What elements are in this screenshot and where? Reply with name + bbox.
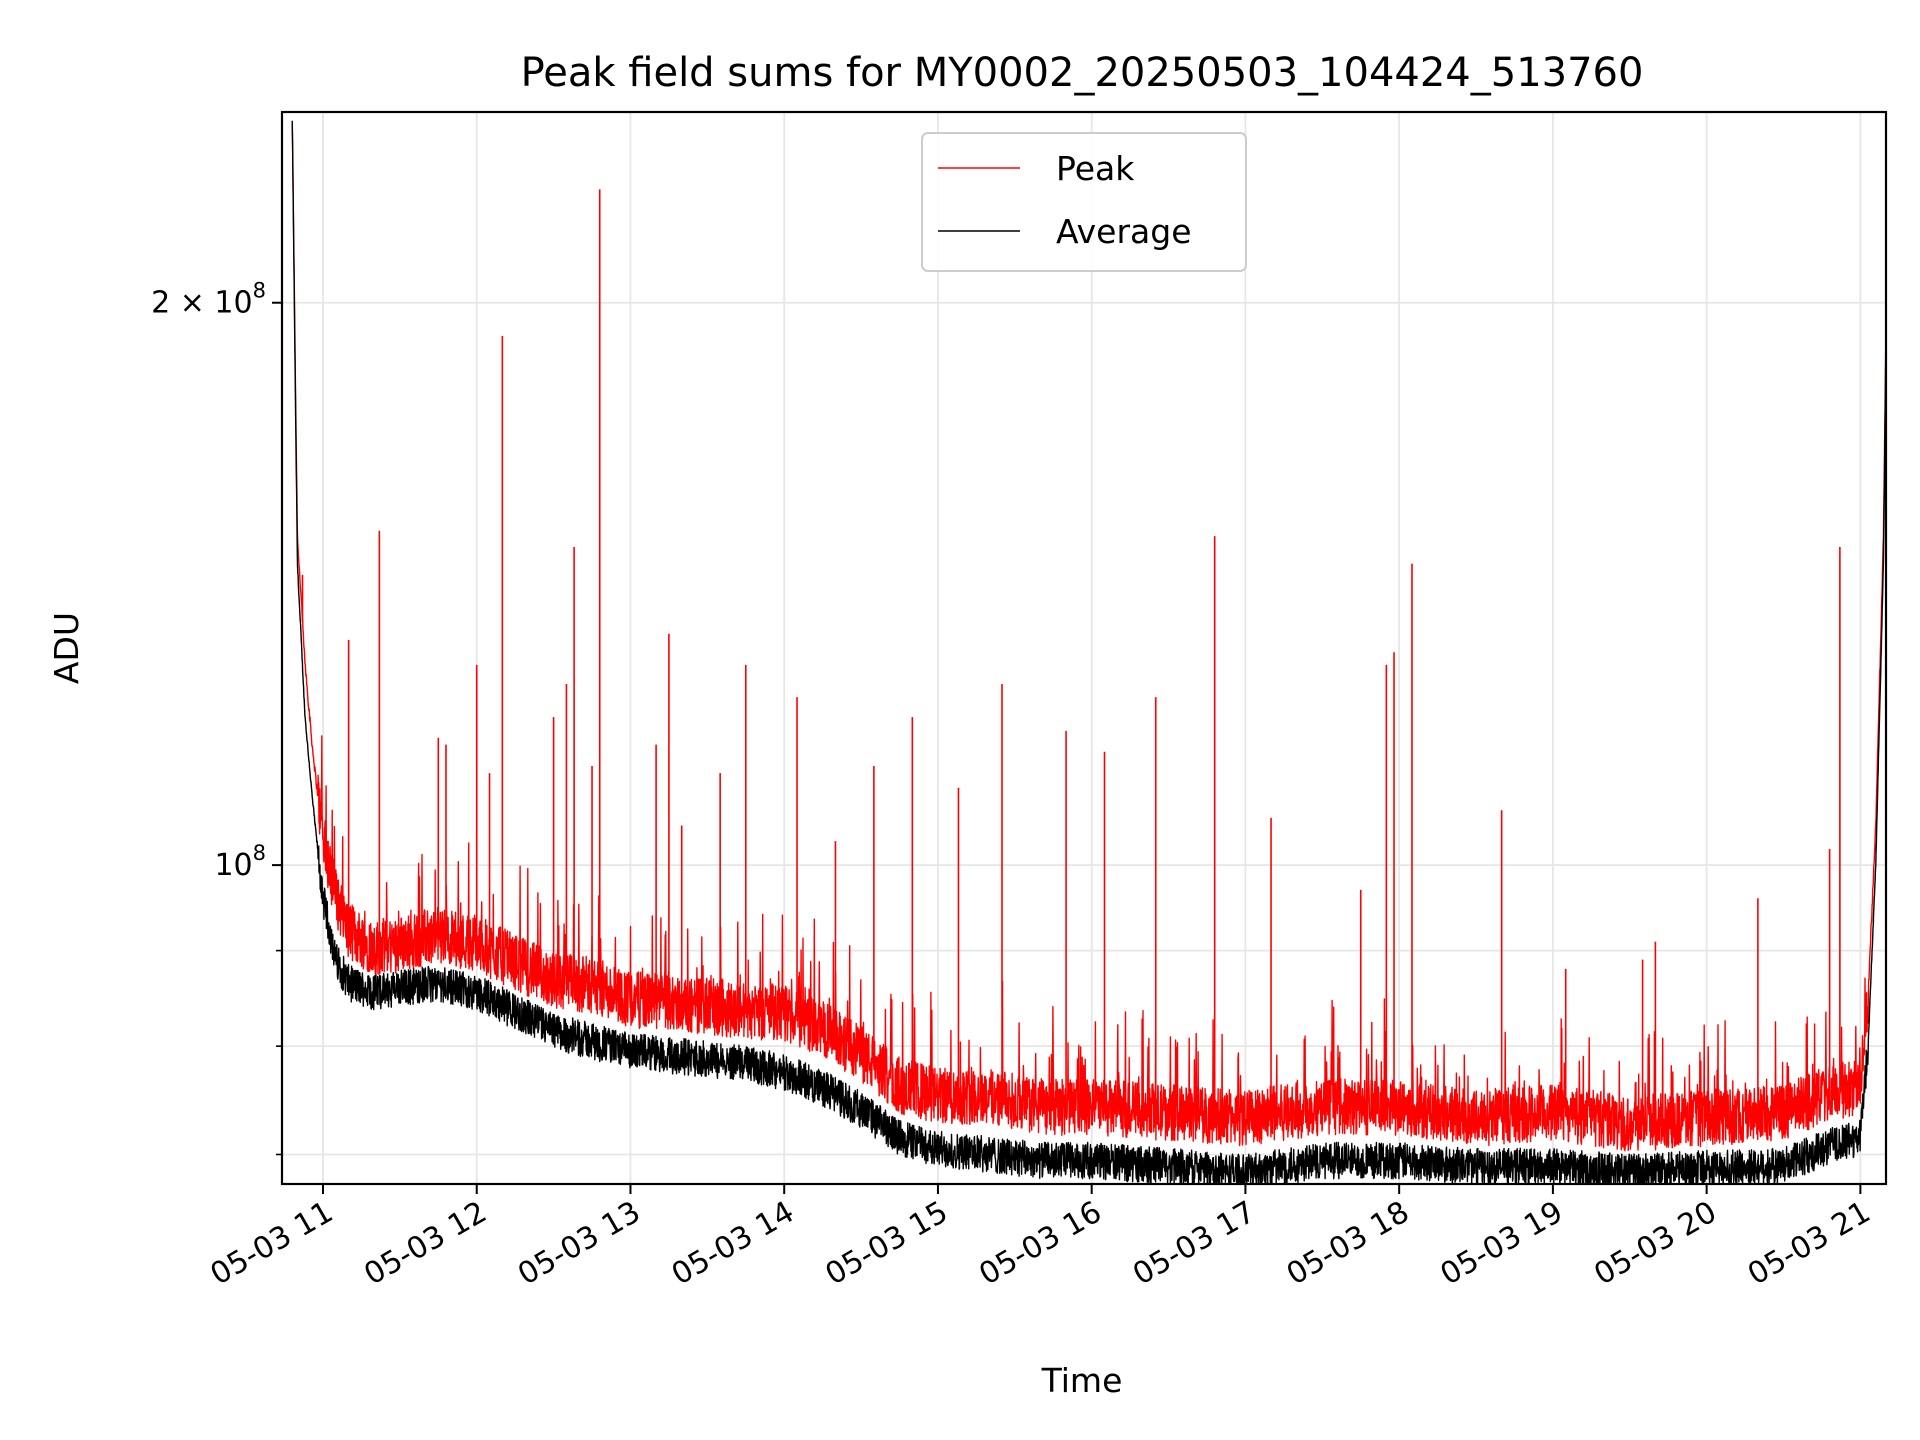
legend-label-average: Average <box>1056 212 1192 251</box>
grid <box>282 112 1886 1184</box>
plot-frame <box>280 110 1888 1186</box>
series-group <box>291 120 1886 1184</box>
series-average-line <box>291 120 1886 1184</box>
y-axis-label: ADU <box>47 612 86 684</box>
legend: Peak Average <box>921 132 1247 272</box>
x-axis-label: Time <box>1041 1361 1123 1400</box>
y-axis-ticks: 108 2 × 108 <box>151 279 282 1156</box>
y-tick-label: 2 × 108 <box>151 279 266 321</box>
legend-label-peak: Peak <box>1056 149 1135 188</box>
series-peak-line <box>291 122 1886 1152</box>
y-tick-label: 108 <box>214 841 266 883</box>
chart-title: Peak field sums for MY0002_20250503_1044… <box>521 50 1644 96</box>
